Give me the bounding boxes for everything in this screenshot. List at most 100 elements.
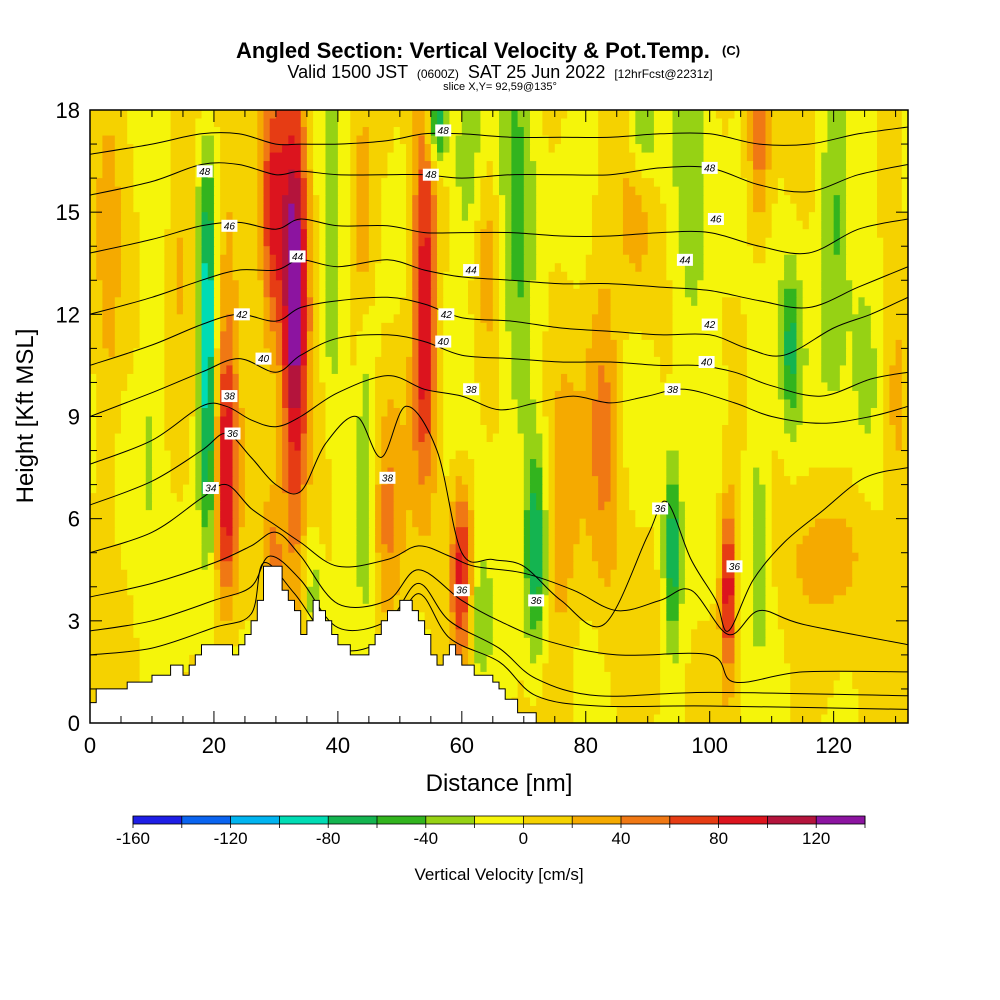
contour-label: 38 [664, 383, 681, 396]
velocity-cell [523, 152, 531, 162]
velocity-cell [449, 220, 475, 230]
velocity-cell [189, 467, 196, 477]
velocity-cell [90, 671, 141, 682]
velocity-cell [418, 288, 432, 298]
velocity-cell [319, 314, 327, 324]
velocity-cell [368, 254, 382, 264]
velocity-cell [430, 110, 438, 120]
velocity-cell [220, 229, 227, 239]
velocity-cell [430, 646, 451, 656]
velocity-cell [288, 365, 302, 375]
velocity-cell [666, 544, 680, 554]
contour-label: 38 [379, 471, 396, 484]
velocity-cell [325, 254, 339, 264]
velocity-cell [406, 229, 413, 239]
velocity-cell [96, 416, 122, 426]
velocity-cell [288, 399, 302, 409]
velocity-cell [548, 442, 556, 452]
velocity-cell [90, 220, 97, 230]
velocity-cell [232, 246, 258, 256]
velocity-cell [883, 450, 908, 460]
velocity-cell [542, 561, 550, 571]
velocity-cell [610, 390, 618, 401]
velocity-cell [220, 561, 234, 571]
velocity-cell [468, 603, 475, 613]
velocity-cell [753, 169, 767, 179]
velocity-cell [319, 195, 327, 205]
velocity-cell [306, 212, 314, 222]
velocity-cell [666, 612, 680, 622]
velocity-cell [288, 186, 302, 196]
velocity-cell [213, 433, 221, 443]
velocity-cell [480, 561, 488, 571]
velocity-cell [275, 425, 283, 435]
velocity-cell [511, 161, 525, 171]
velocity-cell [864, 297, 884, 307]
velocity-cell [802, 407, 860, 418]
velocity-cell [839, 203, 847, 213]
velocity-cell [319, 263, 327, 273]
velocity-cell [883, 459, 908, 469]
velocity-cell [182, 263, 196, 273]
velocity-cell [821, 314, 872, 324]
velocity-cell [746, 178, 754, 188]
velocity-cell [660, 663, 686, 673]
velocity-cell [815, 152, 822, 162]
velocity-cell [145, 433, 153, 443]
velocity-cell [437, 373, 444, 384]
velocity-cell [505, 212, 512, 222]
velocity-cell [90, 433, 97, 443]
velocity-cell [282, 246, 289, 256]
colorbar-tick-label: 120 [802, 829, 830, 848]
velocity-cell [350, 263, 358, 273]
velocity-cell [777, 195, 791, 205]
velocity-cell [294, 442, 302, 452]
velocity-cell [796, 339, 804, 349]
velocity-cell [610, 425, 618, 435]
velocity-cell [90, 680, 141, 690]
velocity-cell [412, 246, 420, 256]
velocity-cell [164, 322, 196, 332]
subtitle-utc: (0600Z) [417, 67, 459, 81]
velocity-cell [833, 203, 841, 213]
contour-label-bg [701, 318, 718, 331]
velocity-cell [709, 603, 717, 613]
velocity-cell [852, 373, 878, 384]
velocity-cell [220, 254, 234, 264]
velocity-cell [350, 152, 358, 162]
velocity-cell [90, 663, 141, 673]
velocity-cell [641, 144, 655, 154]
velocity-cell [610, 314, 674, 324]
velocity-cell [300, 484, 308, 494]
velocity-cell [728, 365, 748, 375]
velocity-cell [629, 467, 667, 477]
velocity-cell [195, 433, 203, 443]
velocity-cell [536, 263, 556, 273]
velocity-cell [406, 220, 413, 230]
velocity-cell [734, 535, 742, 545]
velocity-cell [449, 586, 457, 596]
velocity-cell [722, 654, 736, 664]
velocity-cell [852, 671, 908, 682]
velocity-cell [102, 135, 116, 145]
velocity-cell [356, 186, 370, 196]
velocity-cell [189, 459, 196, 469]
velocity-cell [548, 476, 556, 486]
velocity-cell [777, 390, 785, 401]
velocity-cell [567, 603, 661, 613]
velocity-cell [746, 135, 754, 145]
velocity-cell [406, 271, 413, 281]
velocity-cell [96, 484, 116, 494]
velocity-cell [753, 620, 767, 630]
velocity-cell [492, 603, 525, 613]
velocity-cell [418, 237, 426, 247]
velocity-cell [337, 178, 351, 188]
velocity-cell [536, 425, 550, 435]
velocity-cell [480, 305, 494, 315]
velocity-cell [536, 493, 543, 503]
velocity-cell [833, 680, 853, 690]
velocity-cell [418, 433, 426, 443]
velocity-cell [796, 314, 804, 324]
velocity-cell [337, 186, 351, 196]
velocity-cell [300, 569, 308, 579]
